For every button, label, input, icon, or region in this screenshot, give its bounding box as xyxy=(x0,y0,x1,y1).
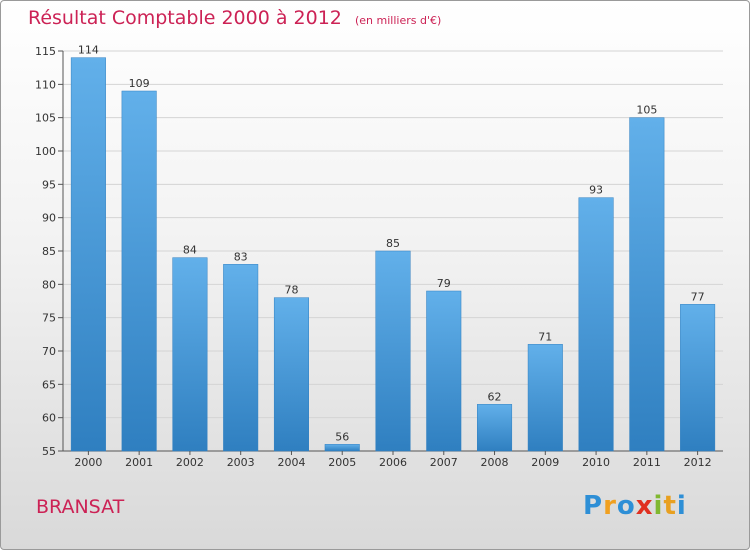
bar-2005 xyxy=(324,444,360,452)
logo-letter: t xyxy=(663,491,677,521)
bar-2007 xyxy=(426,290,462,452)
bar-2004 xyxy=(273,297,309,452)
x-tick-label: 2012 xyxy=(684,456,712,469)
x-tick-label: 2008 xyxy=(481,456,509,469)
logo-letter: i xyxy=(676,491,687,521)
y-tick-label: 60 xyxy=(42,412,56,425)
x-tick-label: 2011 xyxy=(633,456,661,469)
x-tick-label: 2005 xyxy=(328,456,356,469)
x-tick-label: 2002 xyxy=(176,456,204,469)
y-tick-label: 80 xyxy=(42,278,56,291)
x-tick-label: 2006 xyxy=(379,456,407,469)
x-tick-label: 2003 xyxy=(227,456,255,469)
bar-2009 xyxy=(527,344,563,452)
title-row: Résultat Comptable 2000 à 2012 (en milli… xyxy=(28,7,441,29)
x-tick-label: 2009 xyxy=(531,456,559,469)
y-tick-label: 110 xyxy=(35,78,56,91)
logo-letter: x xyxy=(635,491,654,521)
chart-subtitle: (en milliers d'€) xyxy=(354,14,442,27)
x-tick-label: 2007 xyxy=(430,456,458,469)
bar-2001 xyxy=(121,90,157,452)
bar-2011 xyxy=(629,117,665,452)
bar-value-label: 109 xyxy=(129,77,150,90)
y-tick-label: 105 xyxy=(35,112,56,125)
bar-value-label: 78 xyxy=(284,284,298,297)
bar-value-label: 105 xyxy=(636,104,657,117)
bar-2008 xyxy=(477,404,513,452)
logo-letter: i xyxy=(653,491,664,521)
chart-title: Résultat Comptable 2000 à 2012 xyxy=(28,7,342,29)
bar-value-label: 71 xyxy=(538,330,552,343)
y-tick-label: 55 xyxy=(42,445,56,458)
y-tick-label: 115 xyxy=(35,45,56,58)
bar-2002 xyxy=(172,257,208,452)
x-tick-label: 2001 xyxy=(125,456,153,469)
y-tick-label: 95 xyxy=(42,178,56,191)
y-tick-label: 90 xyxy=(42,212,56,225)
x-tick-label: 2004 xyxy=(277,456,305,469)
bar-value-label: 62 xyxy=(488,390,502,403)
bar-2010 xyxy=(578,197,614,452)
bar-value-label: 77 xyxy=(691,290,705,303)
bar-2006 xyxy=(375,250,411,452)
bar-value-label: 93 xyxy=(589,184,603,197)
y-tick-label: 65 xyxy=(42,378,56,391)
bar-value-label: 56 xyxy=(335,430,349,443)
y-tick-label: 100 xyxy=(35,145,56,158)
logo-letter: P xyxy=(583,491,604,521)
bar-2012 xyxy=(680,304,716,452)
bar-2000 xyxy=(70,57,106,452)
bar-value-label: 85 xyxy=(386,237,400,250)
bar-value-label: 79 xyxy=(437,277,451,290)
y-tick-label: 70 xyxy=(42,345,56,358)
x-tick-label: 2000 xyxy=(74,456,102,469)
place-name: BRANSAT xyxy=(36,496,125,518)
proxiti-logo: Proxiti xyxy=(583,491,687,521)
y-tick-label: 85 xyxy=(42,245,56,258)
logo-letter: r xyxy=(603,491,617,521)
logo-letter: o xyxy=(616,491,636,521)
y-tick-label: 75 xyxy=(42,312,56,325)
bar-value-label: 83 xyxy=(234,250,248,263)
bar-value-label: 84 xyxy=(183,244,197,257)
bar-2003 xyxy=(223,264,259,452)
bar-value-label: 114 xyxy=(78,44,99,57)
x-tick-label: 2010 xyxy=(582,456,610,469)
